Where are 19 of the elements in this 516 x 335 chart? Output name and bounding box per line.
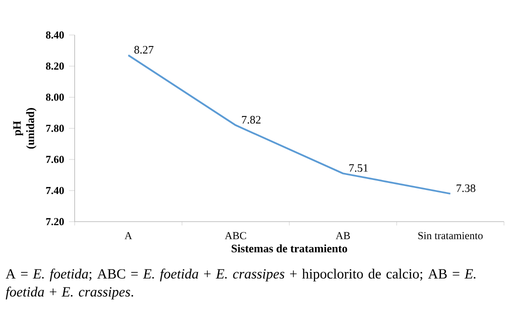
data-label: 8.27	[134, 46, 154, 54]
y-tick-label: 8.20	[46, 62, 64, 70]
data-label: 7.82	[242, 116, 260, 124]
line-series	[127, 54, 452, 195]
x-tick-label: AB	[336, 232, 350, 240]
data-label: 7.51	[349, 164, 368, 172]
x-tick-label: ABC	[224, 232, 246, 240]
y-tick-label: 8.00	[46, 94, 64, 101]
x-tick-label: Sin tratamiento	[418, 232, 483, 240]
x-tick-label: A	[124, 232, 132, 240]
y-tick-label: 7.40	[46, 186, 64, 194]
y-axis-title: pH (unidad)	[13, 108, 36, 149]
data-label: 7.38	[456, 184, 476, 192]
y-tick-label: 7.20	[46, 218, 64, 226]
y-tick-label: 8.40	[46, 31, 64, 39]
x-axis-title: Sistemas de tratamiento	[232, 244, 348, 252]
y-tick-label: 7.60	[46, 156, 64, 164]
y-tick-label: 7.80	[46, 124, 64, 132]
text: A = E. foetida; ABC = E. foetida + E. crassipes + hipoclorito de calcio; AB = E. foetida + E. crassipes.	[6, 268, 476, 300]
